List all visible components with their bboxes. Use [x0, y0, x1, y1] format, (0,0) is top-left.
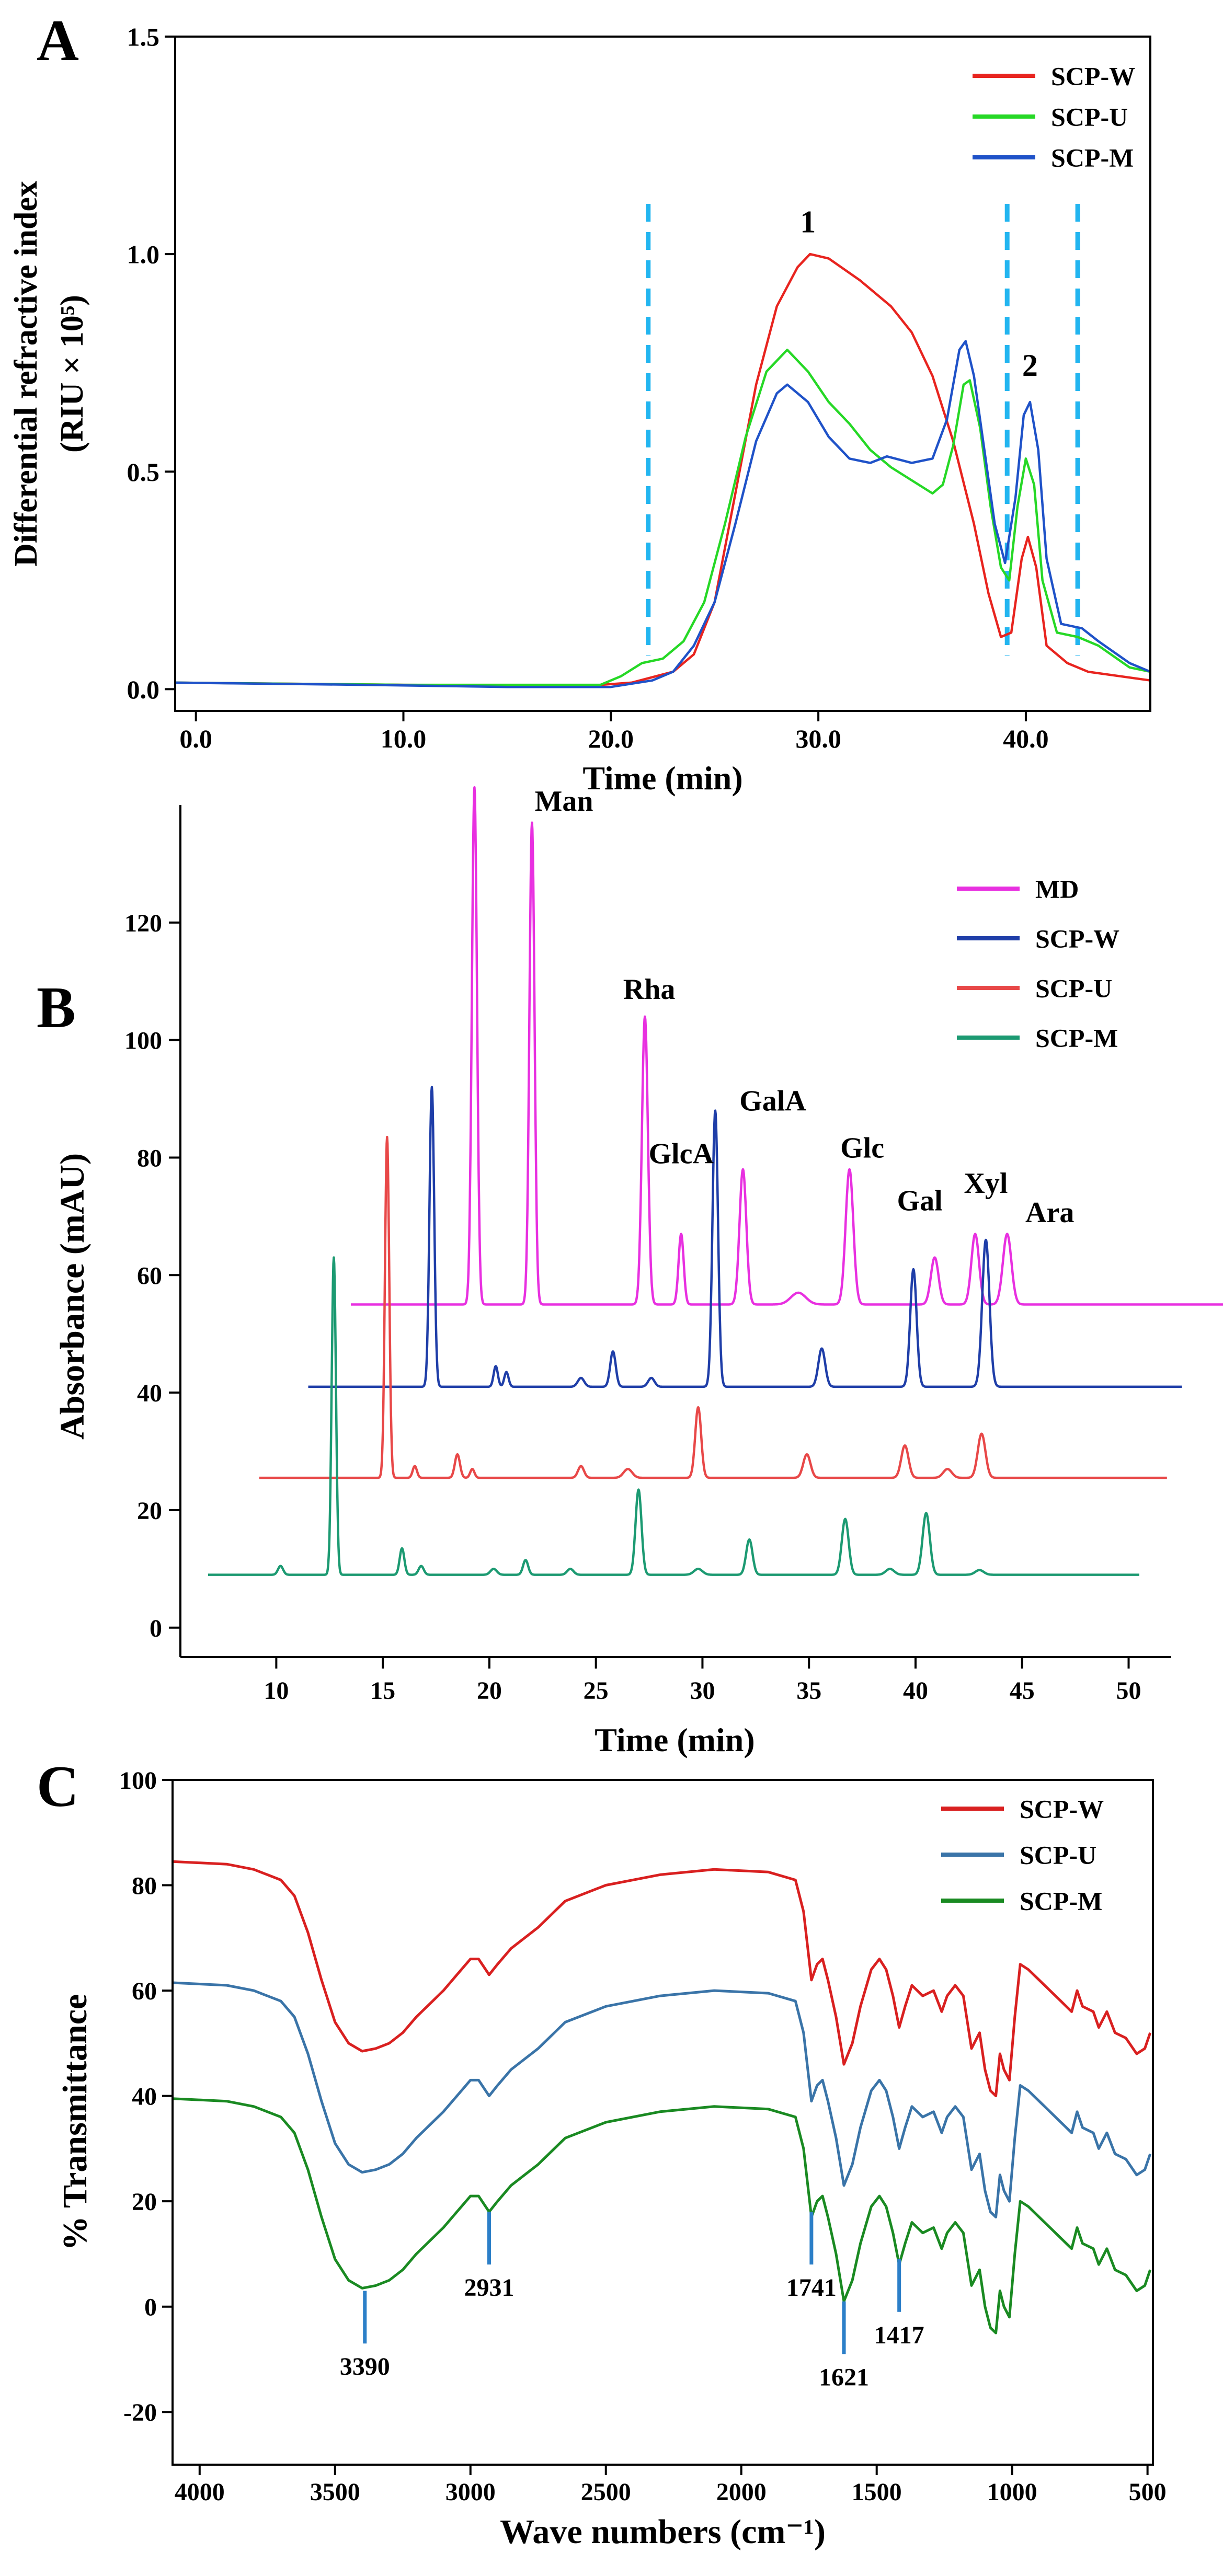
x-tick-label: 40.0: [1003, 724, 1049, 753]
legend-label: SCP-M: [1035, 1024, 1118, 1053]
y-tick-label: 20: [132, 2188, 157, 2216]
x-axis-label: Wave numbers (cm⁻¹): [500, 2513, 826, 2551]
y-tick-label: 60: [137, 1262, 162, 1290]
x-tick-label: 15: [370, 1677, 395, 1705]
peak-label-ara: Ara: [1025, 1197, 1074, 1229]
series-line-scp-w: [307, 1086, 1183, 1388]
y-tick-label: -20: [123, 2399, 157, 2426]
y-axis-label-unit: (RIU × 10⁵): [54, 295, 90, 453]
x-tick-label: 20.0: [588, 724, 634, 753]
y-tick-label: 0: [150, 1615, 162, 1642]
band-label-3390: 3390: [340, 2353, 390, 2380]
x-axis-label: Time (min): [582, 760, 742, 797]
series-line-scp-w: [172, 1860, 1152, 2098]
y-tick-label: 100: [124, 1027, 162, 1055]
x-axis-label: Time (min): [595, 1721, 755, 1758]
series-line-scp-u: [172, 1981, 1152, 2218]
x-tick-label: 30.0: [795, 724, 841, 753]
legend-label: MD: [1035, 875, 1079, 904]
y-tick-label: 0.0: [127, 675, 160, 704]
y-tick-label: 20: [137, 1497, 162, 1525]
x-tick-label: 50: [1116, 1677, 1141, 1705]
peak-label-rha: Rha: [623, 973, 676, 1006]
panel-letter: B: [37, 975, 76, 1040]
peak-annotation: 1: [800, 205, 816, 239]
x-tick-label: 10: [264, 1677, 289, 1705]
x-tick-label: 25: [584, 1677, 609, 1705]
peak-label-gala: GalA: [739, 1085, 806, 1118]
y-tick-label: 1.5: [127, 22, 160, 52]
y-tick-label: 80: [137, 1144, 162, 1172]
series-line-scp-u: [258, 1135, 1168, 1479]
x-tick-label: 500: [1129, 2478, 1167, 2506]
y-tick-label: 40: [137, 1379, 162, 1407]
x-tick-label: 2500: [581, 2478, 631, 2506]
x-tick-label: 4000: [175, 2478, 225, 2506]
peak-label-glca: GlcA: [648, 1138, 714, 1170]
peak-annotation: 2: [1022, 348, 1038, 383]
peak-label-xyl: Xyl: [964, 1167, 1008, 1200]
band-label-1741: 1741: [786, 2274, 837, 2302]
peak-label-glc: Glc: [840, 1132, 884, 1164]
x-tick-label: 1000: [987, 2478, 1037, 2506]
x-tick-label: 0.0: [179, 724, 212, 753]
legend-label: SCP-W: [1035, 924, 1119, 953]
x-tick-label: 30: [690, 1677, 715, 1705]
y-axis-label: % Transmittance: [56, 1994, 94, 2251]
y-tick-label: 1.0: [127, 240, 160, 269]
plot-frame: [174, 36, 1151, 712]
legend-label: SCP-U: [1020, 1841, 1096, 1870]
y-tick-label: 120: [124, 910, 162, 937]
x-tick-label: 2000: [716, 2478, 767, 2506]
legend-label: SCP-W: [1020, 1795, 1104, 1824]
x-tick-label: 45: [1010, 1677, 1035, 1705]
panel-letter: A: [37, 8, 79, 73]
x-tick-label: 3500: [310, 2478, 360, 2506]
x-tick-label: 35: [796, 1677, 821, 1705]
legend-label: SCP-U: [1051, 102, 1128, 132]
band-label-1417: 1417: [874, 2321, 924, 2349]
series-line-scp-m: [175, 340, 1151, 688]
series-line-scp-m: [172, 2097, 1152, 2334]
plot-frame: [172, 1779, 1154, 2466]
x-tick-label: 1500: [852, 2478, 902, 2506]
series-line-scp-m: [207, 1256, 1140, 1576]
panel-b: B Man Rha GlcA GalA Glc Gal Xyl Ara 10 15 20 25 30 35 4…: [37, 785, 1223, 1758]
legend-label: SCP-W: [1051, 62, 1135, 91]
peak-label-man: Man: [535, 785, 593, 818]
legend-label: SCP-M: [1051, 143, 1134, 172]
peak-label-gal: Gal: [897, 1185, 943, 1217]
x-tick-label: 10.0: [381, 724, 427, 753]
legend-label: SCP-U: [1035, 974, 1112, 1003]
y-tick-label: 40: [132, 2083, 157, 2110]
legend-label: SCP-M: [1020, 1887, 1102, 1916]
x-tick-label: 3000: [445, 2478, 496, 2506]
y-axis-label: Differential refractive index: [8, 181, 44, 567]
y-tick-label: 0.5: [127, 457, 160, 487]
y-tick-label: 80: [132, 1872, 157, 1900]
series-line-scp-w: [175, 252, 1151, 687]
series-line-scp-u: [175, 348, 1151, 686]
x-tick-label: 20: [477, 1677, 502, 1705]
y-tick-label: 0: [144, 2293, 157, 2321]
band-label-2931: 2931: [464, 2274, 514, 2302]
y-tick-label: 100: [119, 1767, 157, 1795]
y-tick-label: 60: [132, 1977, 157, 2005]
panel-letter: C: [37, 1754, 79, 1819]
band-label-1621: 1621: [819, 2363, 869, 2391]
x-tick-label: 40: [903, 1677, 928, 1705]
series-line-md: [350, 786, 1223, 1306]
y-axis-label: Absorbance (mAU): [53, 1153, 92, 1440]
